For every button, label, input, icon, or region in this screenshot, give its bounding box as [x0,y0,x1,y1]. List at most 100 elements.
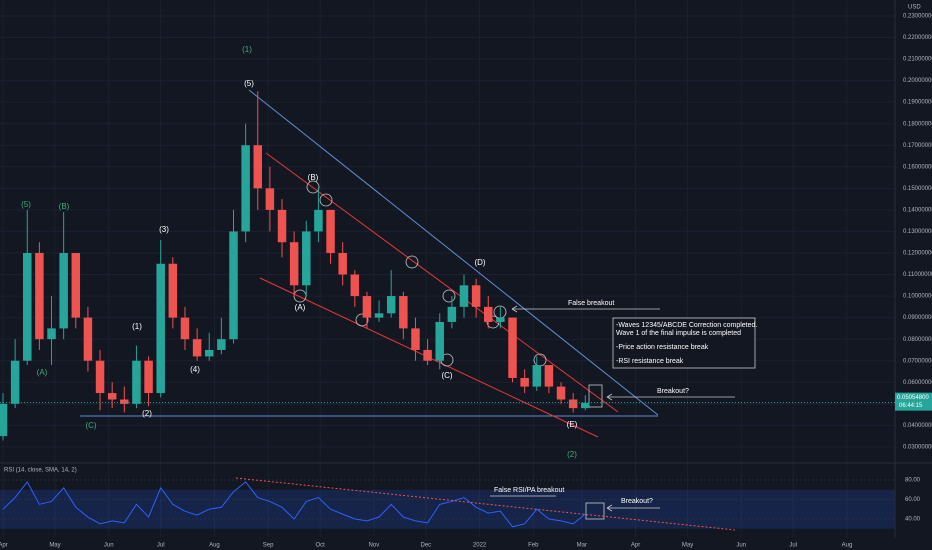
y-tick-label: 0.19000000 [903,100,932,106]
last-price-label: 0.05054800 [897,395,929,401]
x-tick-label: Jul [157,543,165,549]
candle-body [338,252,347,275]
rsi-band [0,489,895,529]
x-tick-label: Jun [736,543,746,549]
circle [486,315,500,329]
wave-label: (C) [85,421,96,430]
x-tick-label: Jul [789,543,797,549]
x-tick-label: Apr [0,543,8,549]
annotation: False RSI/PA breakout [494,487,564,494]
wave-label: (A) [295,303,306,312]
candle-body [399,296,408,329]
candle-body [120,399,129,404]
candle-body [47,328,56,340]
candle-body [423,349,432,361]
rsi-tick-label: 40.00 [905,517,921,523]
y-tick-label: 0.16000000 [903,164,932,170]
rsi-line [2,481,586,528]
trend-line [248,89,659,416]
arrow-head [511,305,518,313]
x-tick-label: Mar [577,543,587,549]
text-box-line: Wave 1 of the final impulse is completed [616,330,741,337]
currency: USD [908,5,921,11]
rsi-tick-label: 60.00 [905,497,921,503]
wave-label: (1) [242,45,252,54]
rsi-title: RSI (14, close, SMA, 14, 2) [4,468,77,474]
channel-line [265,152,619,413]
last-price-tag [895,392,932,411]
wave-label: (E) [567,420,578,429]
wave-label: (5) [244,79,254,88]
x-tick-label: Sep [263,543,274,549]
candle-body [229,231,238,340]
circle [306,180,320,194]
candle-body [59,252,68,329]
candle-body [520,377,529,387]
rsi-tick-label: 80.00 [905,478,921,484]
candle-body [362,296,372,318]
y-tick-label: 0.20000000 [903,78,932,84]
candle-body [326,209,335,253]
y-tick-label: 0.15000000 [903,186,932,192]
y-tick-label: 0.07000000 [903,358,932,364]
y-tick-label: 0.14000000 [903,207,932,213]
x-tick-label: Dec [421,543,432,549]
candle-body [217,339,226,350]
candle-body [192,339,202,357]
x-tick-label: 2022 [473,543,487,549]
candle-body [314,209,323,232]
drawings: False breakout Breakout? -Waves 12345/AB… [0,0,932,538]
candle-body [496,317,505,322]
x-tick-label: Apr [631,543,640,549]
candle-body [83,317,93,361]
text-box-line: -Waves 12345/ABCDE Correction completed. [616,322,757,329]
candle-body [0,403,8,437]
text-box-line: -Price action resistance break [616,344,709,351]
candle-body [132,360,141,404]
candle-body [386,296,396,314]
candle-body [10,360,20,404]
y-tick-label: 0.13000000 [903,229,932,235]
wave-label: (1) [132,322,142,331]
x-tick-label: Aug [209,543,220,549]
circle [405,255,419,269]
candle-body [35,252,44,340]
candle-body [484,306,493,322]
circle [355,313,369,327]
candle-body [411,328,420,350]
wave-label: (B) [59,202,70,211]
candle-body [241,145,250,232]
x-tick-label: Aug [842,543,853,549]
wave-label: (C) [441,371,452,380]
candle-body [265,188,275,210]
text-box-line: -RSI resistance break [616,358,684,365]
wave-label: (3) [159,225,169,234]
candle-body [374,313,384,318]
wave-label: (D) [474,258,485,267]
circle [319,193,333,207]
candle-body [71,252,81,318]
wave-label: (5) [21,200,31,209]
candle-body [302,231,311,286]
wave-label: (2) [567,450,577,459]
y-tick-label: 0.08000000 [903,337,932,343]
wave-label: (B) [308,173,319,182]
wave-label: (A) [37,368,48,377]
candle-body [556,386,566,400]
y-tick-label: 0.23000000 [903,14,932,20]
y-tick-label: 0.21000000 [903,57,932,63]
candle-body [435,321,444,361]
y-tick-label: 0.11000000 [903,272,932,278]
candle-body [581,402,590,409]
x-tick-label: Nov [369,543,380,549]
candle-body [23,252,32,361]
box [585,502,605,520]
candle-body [471,285,481,307]
candle-body [350,274,360,297]
candle-body [253,145,263,189]
x-tick-label: Feb [528,543,539,549]
candle-body [107,393,117,400]
x-tick-label: May [682,543,693,549]
